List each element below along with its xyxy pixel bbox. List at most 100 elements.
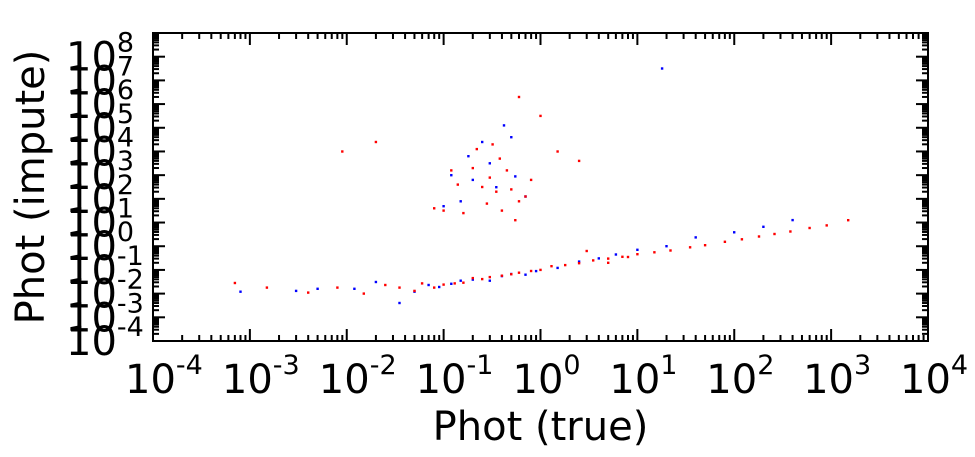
data-point: [294, 289, 298, 293]
data-point: [459, 279, 462, 282]
data-point: [505, 169, 509, 172]
data-point: [316, 287, 319, 290]
data-point: [471, 166, 474, 170]
data-point: [467, 155, 470, 158]
data-point: [517, 271, 521, 274]
data-point: [433, 207, 436, 210]
x-axis-title: Phot (true): [433, 404, 649, 450]
data-point: [592, 259, 595, 262]
data-point: [665, 245, 668, 248]
data-point: [459, 200, 462, 203]
data-point: [514, 219, 517, 222]
data-point: [488, 279, 491, 282]
data-point: [307, 291, 310, 294]
data-point: [762, 225, 765, 228]
x-tick-label: 10-4: [125, 350, 203, 403]
data-point: [498, 157, 501, 160]
data-point: [539, 268, 542, 272]
data-point: [500, 274, 504, 277]
points-layer: [233, 67, 850, 305]
data-point: [239, 290, 242, 293]
data-point: [510, 188, 513, 191]
data-point: [514, 175, 517, 178]
data-point: [362, 292, 365, 295]
data-point: [723, 240, 727, 243]
x-tick-label: 104: [900, 350, 968, 403]
data-point: [524, 273, 527, 276]
data-point: [233, 281, 237, 285]
data-point: [442, 209, 445, 212]
data-point: [462, 211, 465, 215]
data-point: [653, 251, 656, 254]
data-point: [427, 283, 430, 287]
data-point: [341, 150, 344, 153]
data-point: [577, 159, 581, 163]
x-tick-label: 10-1: [416, 350, 494, 403]
data-point: [510, 273, 513, 276]
data-point: [539, 114, 542, 118]
x-tick-label: 102: [706, 350, 774, 403]
data-point: [597, 257, 600, 260]
data-point: [733, 231, 736, 234]
data-point: [585, 249, 588, 253]
data-point: [510, 136, 513, 139]
data-point: [534, 269, 538, 273]
data-point: [450, 282, 453, 285]
data-point: [694, 236, 697, 239]
data-point: [353, 287, 356, 290]
data-point: [688, 246, 692, 249]
data-point: [481, 185, 484, 189]
data-point: [374, 140, 378, 144]
data-point: [491, 143, 494, 146]
data-point: [636, 253, 639, 256]
data-point: [433, 286, 436, 289]
data-point: [488, 162, 491, 165]
data-point: [517, 95, 521, 99]
data-point: [577, 262, 581, 265]
data-point: [517, 200, 521, 203]
data-point: [336, 286, 339, 289]
data-point: [413, 289, 416, 293]
x-tick-labels: 10-4 10-3 10-2 10-1 100 101 102 103 104: [125, 350, 968, 403]
data-point: [773, 232, 776, 236]
x-tick-label: 10-2: [319, 350, 397, 403]
data-point: [847, 219, 850, 222]
data-point: [669, 249, 672, 252]
data-point: [420, 282, 424, 285]
data-point: [438, 285, 441, 289]
data-point: [471, 278, 474, 281]
data-point: [442, 205, 445, 208]
data-point: [621, 255, 624, 258]
data-point: [626, 255, 630, 259]
data-point: [825, 224, 828, 227]
plot-frame: [152, 32, 929, 342]
data-point: [471, 276, 474, 280]
data-point: [564, 263, 567, 267]
data-point: [502, 124, 506, 127]
data-point: [660, 67, 664, 70]
data-point: [488, 275, 491, 279]
data-point: [757, 235, 761, 238]
data-point: [456, 183, 459, 186]
data-point: [398, 286, 401, 289]
data-point: [475, 147, 478, 151]
data-point: [398, 301, 401, 305]
data-point: [529, 269, 533, 273]
data-point: [462, 281, 465, 284]
x-tick-label: 100: [513, 350, 581, 403]
data-point: [550, 265, 553, 268]
data-point: [442, 283, 445, 286]
x-tick-label: 10-3: [222, 350, 300, 403]
data-point: [495, 190, 498, 193]
data-point: [808, 226, 811, 230]
data-point: [481, 140, 484, 144]
data-point: [614, 253, 618, 256]
data-point: [636, 248, 639, 251]
data-point: [485, 202, 489, 205]
data-point: [450, 169, 453, 172]
data-point: [265, 286, 269, 289]
data-point: [577, 260, 581, 263]
data-point: [384, 283, 387, 287]
data-point: [607, 261, 610, 264]
data-point: [495, 186, 498, 189]
